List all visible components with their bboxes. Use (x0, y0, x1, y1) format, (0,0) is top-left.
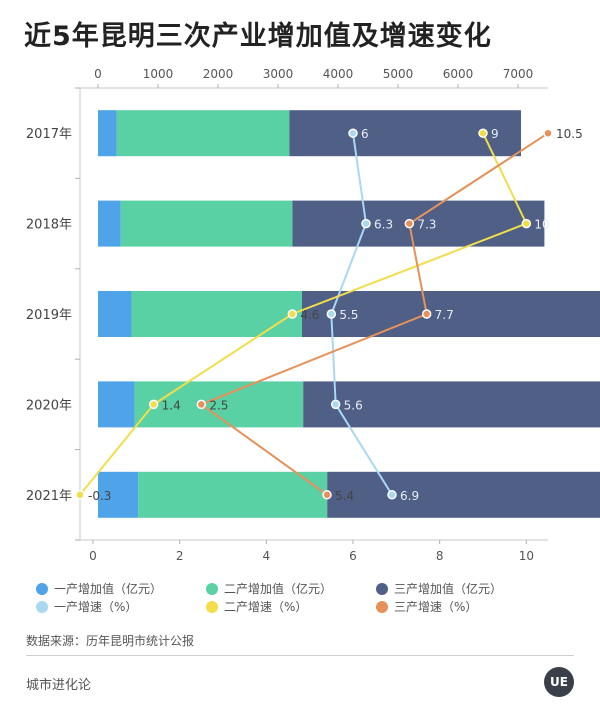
category-label: 2018年 (26, 218, 72, 233)
data-label: 6.9 (400, 489, 419, 503)
bar-segment (131, 291, 302, 337)
series-point (322, 490, 332, 500)
brand-logo: UE (544, 667, 574, 697)
data-label: 10 (534, 218, 549, 232)
legend-label: 一产增速（%） (54, 600, 138, 614)
series-point (361, 218, 371, 229)
bar-segment (116, 110, 290, 157)
series-point (287, 309, 298, 319)
series-point (404, 218, 415, 229)
bottom-axis-tick-label: 6 (349, 549, 357, 563)
data-label: -0.3 (88, 489, 111, 503)
bar-segment (98, 110, 117, 157)
legend-swatch (36, 582, 48, 595)
legend-swatch (206, 582, 218, 595)
data-label: 7.7 (435, 308, 454, 322)
top-axis-tick-label: 4000 (323, 67, 354, 81)
bar-segment (303, 381, 600, 428)
bottom-axis-tick-label: 2 (176, 549, 184, 563)
series-point (521, 218, 532, 229)
legend-item: 二产增速（%） (206, 598, 307, 615)
legend-swatch (36, 600, 48, 613)
data-label: 6 (361, 127, 369, 141)
top-axis-tick-label: 7000 (503, 67, 534, 81)
series-point (326, 309, 337, 319)
top-axis-tick-label: 1000 (143, 67, 174, 81)
series-point (387, 490, 397, 500)
data-label: 2.5 (209, 398, 228, 412)
series-point (148, 399, 159, 410)
legend-item: 二产增加值（亿元） (206, 580, 332, 597)
bar-segment (98, 200, 121, 247)
legend-label: 一产增加值（亿元） (54, 582, 163, 596)
legend-item: 一产增速（%） (36, 598, 137, 615)
data-label: 1.4 (162, 398, 181, 412)
bar-segment (302, 291, 600, 337)
data-label: 4.6 (300, 308, 319, 322)
legend-swatch (206, 600, 218, 613)
legend-label: 三产增加值（亿元） (394, 582, 503, 596)
top-axis-tick-label: 6000 (443, 67, 474, 81)
legend-swatch (376, 600, 388, 613)
bottom-axis-tick-label: 0 (89, 549, 97, 563)
data-label: 5.6 (344, 398, 363, 412)
legend-label: 三产增速（%） (394, 600, 478, 614)
data-label: 5.5 (339, 308, 358, 322)
bar-segment (134, 381, 304, 428)
data-label: 9 (491, 127, 499, 141)
category-label: 2019年 (26, 308, 72, 323)
bottom-axis-tick-label: 10 (519, 549, 534, 563)
category-label: 2020年 (26, 398, 72, 413)
bar-segment (327, 471, 600, 518)
bottom-axis-tick-label: 8 (436, 549, 444, 563)
series-point (478, 128, 488, 138)
top-axis-tick-label: 2000 (203, 67, 234, 81)
bar-segment (120, 200, 293, 247)
bar-segment (98, 381, 135, 428)
category-label: 2017年 (26, 127, 72, 142)
top-axis-tick-label: 3000 (263, 67, 294, 81)
data-label: 10.5 (556, 127, 583, 141)
footer-brand: 城市进化论 (26, 678, 92, 693)
legend-item: 一产增加值（亿元） (36, 580, 162, 597)
bar-segment (98, 471, 139, 518)
legend-swatch (376, 582, 388, 595)
bottom-axis-tick-label: 4 (263, 549, 271, 563)
series-point (330, 399, 341, 410)
bar-segment (292, 200, 545, 247)
divider (26, 655, 574, 656)
data-label: 6.3 (374, 218, 393, 232)
category-label: 2021年 (26, 489, 72, 504)
series-point (543, 128, 553, 138)
data-source: 数据来源：历年昆明市统计公报 (26, 634, 195, 648)
top-axis-tick-label: 5000 (383, 67, 414, 81)
legend-label: 二产增加值（亿元） (224, 582, 333, 596)
chart: 0 1000 2000 3000 4000 5000 6000 7000 0 2 4 6 8 10 2017… (26, 67, 600, 563)
data-label: 5.4 (335, 489, 354, 503)
top-axis-tick-label: 0 (94, 67, 102, 81)
series-point (196, 399, 207, 410)
legend-label: 二产增速（%） (224, 600, 308, 614)
series-point (75, 490, 85, 500)
bar-segment (138, 471, 328, 518)
chart-title: 近5年昆明三次产业增加值及增速变化 (24, 21, 492, 52)
legend-item: 三产增加值（亿元） (376, 580, 502, 597)
data-label: 7.3 (417, 218, 436, 232)
legend-item: 三产增速（%） (376, 598, 477, 615)
series-point (348, 128, 358, 138)
bar-segment (98, 291, 132, 337)
series-point (421, 309, 432, 319)
